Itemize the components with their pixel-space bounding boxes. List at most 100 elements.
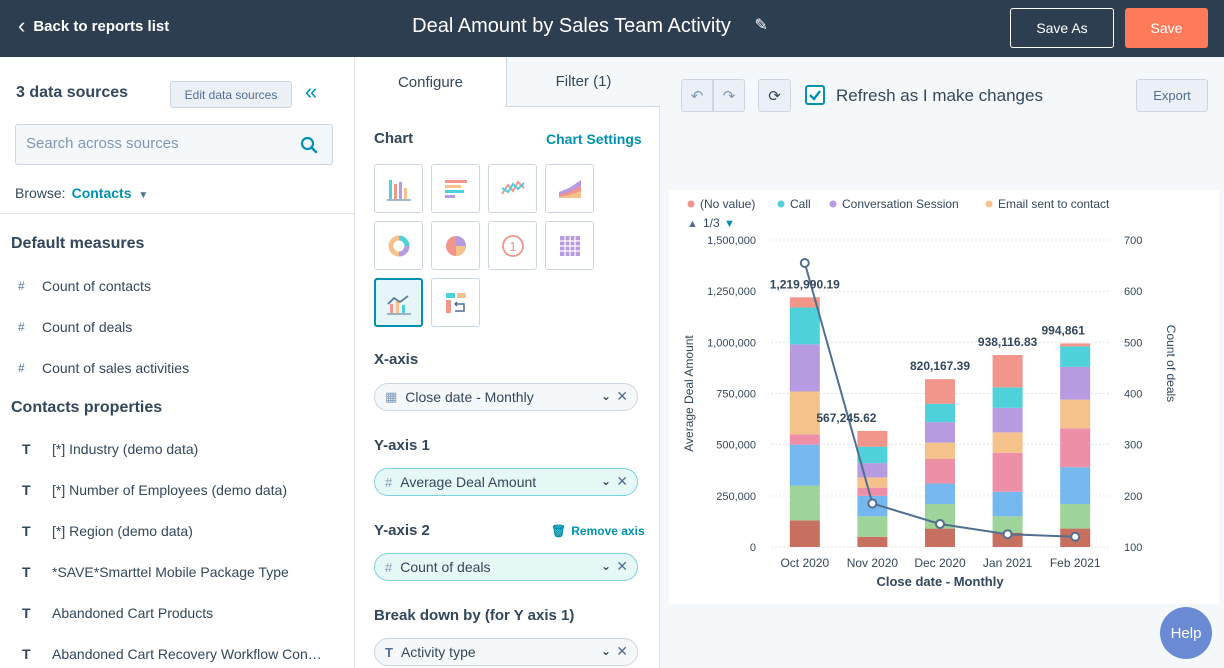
close-icon[interactable]: ✕ [616,473,628,489]
caret-down-icon: ▼ [138,190,149,201]
pivot-chart-type[interactable] [431,278,480,327]
text-type-icon: T [22,441,31,457]
bar-segment [857,430,888,447]
property-label: Abandoned Cart Recovery Workflow Con… [52,646,322,662]
chevron-down-icon[interactable]: ⌄ [600,474,611,488]
combination-chart-icon [386,294,411,314]
bar-segment [992,532,1023,547]
measure-item[interactable]: # Count of sales activities [18,360,189,376]
measure-label: Count of deals [42,319,133,335]
y2-tick-label: 200 [1124,491,1142,503]
close-icon[interactable]: ✕ [616,643,628,659]
horizontal-bar-chart-type[interactable] [431,164,480,213]
breakdown-field[interactable]: T Activity type ⌄ ✕ [374,638,638,666]
close-icon[interactable]: ✕ [616,558,628,574]
measure-label: Count of contacts [42,278,151,294]
bar-segment [789,297,820,308]
search-input[interactable] [26,135,286,152]
property-item[interactable]: T *SAVE*Smarttel Mobile Package Type [22,564,289,580]
data-label: 994,861 [1042,323,1086,337]
donut-chart-icon [388,235,409,256]
y2-tick-label: 300 [1124,440,1142,452]
redo-button[interactable]: ↷ [713,79,745,112]
browse-value[interactable]: Contacts [71,185,132,201]
chart-settings-link[interactable]: Chart Settings [546,131,642,147]
redo-icon: ↷ [722,87,736,105]
yaxis2-field[interactable]: # Count of deals ⌄ ✕ [374,553,638,581]
edit-data-sources-button[interactable]: Edit data sources [170,81,292,108]
back-label: Back to reports list [33,17,170,35]
refresh-button[interactable]: ⟳ [758,79,791,112]
xaxis-label: X-axis [374,351,419,368]
x-axis-title: Close date - Monthly [876,574,1004,589]
text-type-icon: T [22,564,31,580]
table-chart-type[interactable] [545,221,594,270]
configure-panel: Configure Filter (1) Chart Chart Setting… [355,57,660,668]
data-label: 567,245.62 [816,411,876,425]
donut-chart-type[interactable] [374,221,423,270]
property-item[interactable]: T [*] Industry (demo data) [22,441,198,457]
pie-chart-type[interactable] [431,221,480,270]
save-as-button[interactable]: Save As [1010,8,1114,48]
summary-number-icon: 1 [501,234,524,257]
bar-segment [789,307,820,345]
area-chart-type[interactable] [545,164,594,213]
breakdown-value: Activity type [400,644,476,660]
measure-item[interactable]: # Count of contacts [18,278,151,294]
yaxis1-value: Average Deal Amount [400,474,537,490]
bar-segment [857,487,888,496]
combination-chart-type[interactable] [374,278,423,327]
y-tick-label: 0 [750,542,756,554]
bar-segment [857,516,888,537]
bar-segment [1060,399,1091,429]
combo-chart: (No value) Call Conversation Session Email … [682,197,1178,589]
summary-chart-type[interactable]: 1 [488,221,537,270]
vertical-bar-chart-type[interactable] [374,164,423,213]
chevron-down-icon[interactable]: ⌄ [600,644,611,658]
chevron-left-icon: ‹ [18,13,26,38]
text-type-icon: T [22,523,31,539]
yaxis1-field[interactable]: # Average Deal Amount ⌄ ✕ [374,468,638,496]
bar-segment [992,491,1023,517]
undo-button[interactable]: ↶ [681,79,713,112]
bar-segment [925,528,955,547]
chevron-down-icon[interactable]: ⌄ [600,389,611,403]
line-chart-type[interactable] [488,164,537,213]
number-type-icon: # [385,474,393,490]
save-button[interactable]: Save [1125,8,1208,48]
bar-segment [1060,504,1091,529]
remove-axis-button[interactable]: 🗑 Remove axis [551,524,645,538]
line-chart-icon [500,179,525,195]
property-item[interactable]: T Abandoned Cart Products [22,605,213,621]
trash-icon: 🗑 [551,524,567,538]
chart-preview-panel: ↶ ↷ ⟳ Refresh as I make changes Export (… [660,57,1224,668]
top-bar: ‹ Back to reports list Deal Amount by Sa… [0,0,1224,57]
help-button[interactable]: Help [1160,607,1212,659]
search-icon[interactable] [300,136,318,154]
tab-configure[interactable]: Configure [355,57,506,107]
legend-swatch [829,200,837,208]
legend-entry: (No value) [700,197,755,211]
tab-filter[interactable]: Filter (1) [506,57,660,107]
y-tick-label: 500,000 [716,440,756,452]
collapse-panel-icon[interactable]: « [305,79,318,104]
xaxis-field[interactable]: ▦ Close date - Monthly ⌄ ✕ [374,383,638,411]
refresh-checkbox[interactable] [805,85,825,105]
pencil-icon[interactable]: ✎ [754,17,768,34]
chart-card: (No value) Call Conversation Session Email … [669,190,1219,604]
bar-segment [1060,346,1091,367]
area-chart-icon [558,179,581,198]
measure-item[interactable]: # Count of deals [18,319,132,335]
browse-selector[interactable]: Browse: Contacts ▼ [15,185,148,201]
remove-axis-label: Remove axis [571,524,645,538]
export-button[interactable]: Export [1136,79,1208,112]
bar-segment [789,434,820,445]
chevron-down-icon[interactable]: ⌄ [600,559,611,573]
close-icon[interactable]: ✕ [616,388,628,404]
bar-segment [857,477,888,488]
legend-next-icon: ▼ [724,218,735,230]
property-item[interactable]: T Abandoned Cart Recovery Workflow Con… [22,646,322,662]
property-item[interactable]: T [*] Number of Employees (demo data) [22,482,287,498]
back-to-reports-link[interactable]: ‹ Back to reports list [18,13,170,38]
property-item[interactable]: T [*] Region (demo data) [22,523,193,539]
